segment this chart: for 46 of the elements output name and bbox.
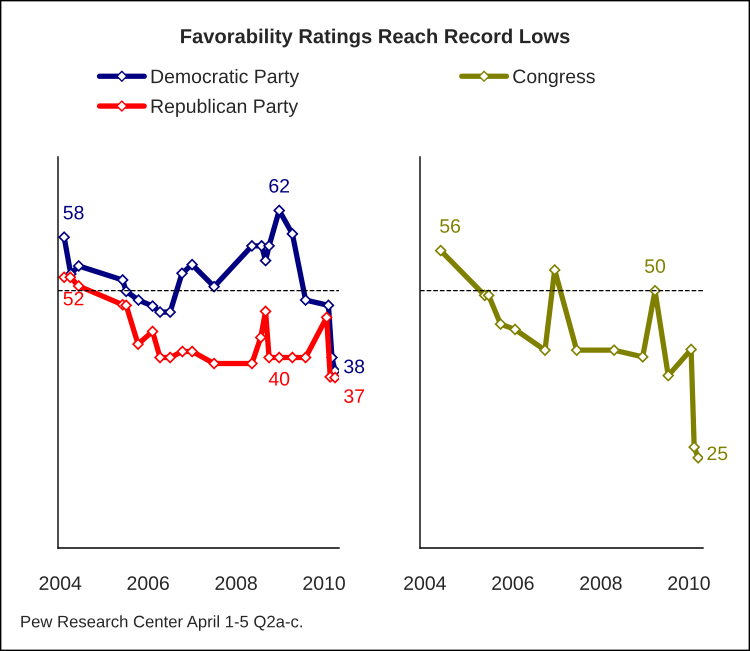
point — [208, 280, 220, 292]
point — [146, 300, 158, 312]
point — [509, 324, 521, 336]
point — [132, 338, 144, 350]
legend-label: Republican Party — [152, 98, 298, 117]
data-label: 38 — [344, 360, 364, 374]
x-tick-label: 2004 — [40, 576, 82, 590]
point — [116, 274, 128, 286]
point — [64, 272, 76, 284]
legend-label: Democratic Party — [152, 68, 300, 88]
point — [72, 280, 84, 292]
point — [636, 351, 648, 363]
data-label: 50 — [644, 259, 666, 273]
x-tick-label: 2008 — [580, 576, 622, 590]
point — [186, 258, 198, 270]
data-label: 62 — [269, 178, 290, 193]
point — [482, 290, 494, 302]
x-tick-label: 2004 — [404, 576, 446, 590]
point — [692, 452, 703, 464]
point — [146, 326, 158, 338]
point — [132, 294, 144, 306]
data-label: 56 — [440, 219, 460, 233]
text: Pew Research Center April 1-5 Q2a-c. — [21, 615, 302, 631]
point — [186, 346, 198, 358]
point — [300, 294, 312, 306]
data-label: 40 — [268, 372, 290, 386]
data-label: 25 — [707, 446, 728, 460]
point — [120, 300, 132, 312]
point — [72, 260, 84, 272]
point — [254, 332, 266, 344]
data-label: 58 — [64, 206, 84, 220]
point — [58, 231, 70, 243]
data-label: 52 — [64, 292, 84, 306]
point — [286, 228, 298, 240]
point — [176, 268, 188, 280]
x-tick-label: 2010 — [303, 576, 345, 590]
x-tick-label: 2006 — [492, 576, 534, 590]
legend-label: Congress — [513, 69, 595, 88]
x-tick-label: 2010 — [668, 576, 710, 590]
x-tick-label: 2006 — [128, 576, 169, 590]
data-label: 37 — [344, 389, 364, 403]
point — [263, 240, 275, 252]
point — [434, 244, 446, 256]
point — [494, 318, 506, 330]
chart-title: Favorability Ratings Reach Record Lows — [181, 28, 570, 48]
x-tick-label: 2008 — [215, 576, 257, 590]
